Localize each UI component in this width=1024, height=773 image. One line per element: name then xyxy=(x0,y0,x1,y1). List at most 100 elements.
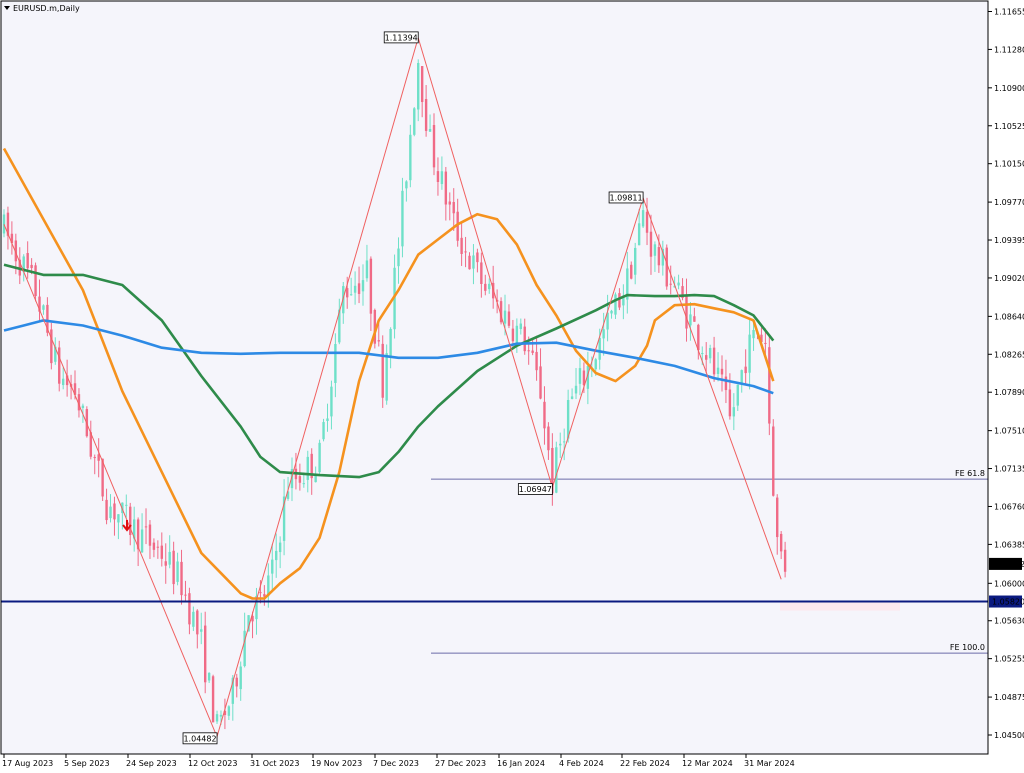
candle-body xyxy=(776,497,779,538)
candle-body xyxy=(30,264,33,269)
y-tick-label: 1.07135 xyxy=(994,465,1024,474)
candle-body xyxy=(278,542,282,553)
candle xyxy=(610,309,613,319)
candle-body xyxy=(192,611,195,627)
candle-body xyxy=(263,594,266,597)
candle xyxy=(586,351,590,405)
candle xyxy=(768,336,771,436)
candle xyxy=(720,355,724,392)
candle xyxy=(736,384,739,412)
candle-body xyxy=(562,441,566,443)
candle xyxy=(689,302,692,341)
candle xyxy=(539,348,542,400)
candle xyxy=(275,533,278,578)
x-tick-label: 12 Mar 2024 xyxy=(682,759,733,768)
candle-body xyxy=(357,283,361,294)
candle xyxy=(760,327,763,343)
candle xyxy=(369,256,373,331)
candle-body xyxy=(551,447,554,494)
moving-average-blue xyxy=(3,319,774,395)
candle-body xyxy=(203,625,207,683)
candle xyxy=(10,221,14,255)
candle-body xyxy=(535,351,538,371)
candle-body xyxy=(634,247,637,275)
candle xyxy=(338,298,341,345)
candle-body xyxy=(570,396,574,399)
x-tick-label: 16 Jan 2024 xyxy=(497,759,545,768)
candle-body xyxy=(42,305,45,310)
candle-body xyxy=(306,456,309,480)
candle xyxy=(555,441,558,494)
candle-body xyxy=(81,405,85,409)
candle xyxy=(661,240,665,276)
candle-body xyxy=(610,310,613,314)
candle xyxy=(50,322,53,370)
candle xyxy=(156,540,160,559)
candle xyxy=(705,342,708,374)
candle-body xyxy=(346,288,349,298)
candle-body xyxy=(97,454,100,461)
candle xyxy=(468,252,471,270)
candle-body xyxy=(499,301,503,323)
candle-body xyxy=(768,347,771,424)
y-tick-label: 1.05630 xyxy=(994,617,1024,626)
candle-body xyxy=(618,293,621,308)
candle-body xyxy=(413,108,416,135)
candle xyxy=(566,389,570,443)
candle xyxy=(559,432,562,458)
candle-body xyxy=(144,526,148,528)
candle-body xyxy=(417,63,420,110)
candle xyxy=(405,180,408,202)
candle-body xyxy=(286,491,290,499)
candle-body xyxy=(772,426,775,496)
candle-body xyxy=(559,443,562,446)
candle-body xyxy=(136,519,140,550)
candle xyxy=(776,494,779,555)
label-box xyxy=(182,732,218,745)
candle-body xyxy=(697,324,700,351)
y-tick-label: 1.09770 xyxy=(994,198,1024,207)
moving-averages-layer xyxy=(2,147,775,600)
label-box xyxy=(608,191,644,204)
candle-body xyxy=(282,496,286,541)
candle xyxy=(444,166,448,221)
candle-body xyxy=(547,426,550,451)
support-price-badge-box xyxy=(989,595,1022,608)
candle xyxy=(381,335,384,408)
candle-body xyxy=(105,499,108,521)
candle xyxy=(779,531,783,560)
y-tick-label: 1.05255 xyxy=(994,655,1024,664)
candle xyxy=(211,674,215,723)
candle-body xyxy=(661,248,665,266)
candle-body xyxy=(432,125,436,168)
price-axis: 1.11655 1.11280 1.10900 1.10525 1.10150 1.097… xyxy=(988,7,1024,740)
candle-body xyxy=(38,296,41,312)
candle xyxy=(318,439,321,477)
candle-body xyxy=(109,506,112,519)
dropdown-triangle-icon[interactable] xyxy=(4,6,10,10)
candle xyxy=(306,450,309,493)
candle-body xyxy=(381,343,384,398)
candle-body xyxy=(409,134,412,181)
candle-body xyxy=(728,389,732,417)
candle-body xyxy=(519,323,522,330)
down-arrow-icon xyxy=(122,520,132,532)
candle-body xyxy=(440,171,444,185)
candle-body xyxy=(531,350,534,353)
candle xyxy=(377,322,380,347)
candle-body xyxy=(480,262,483,284)
candle xyxy=(290,457,294,502)
y-tick-label: 1.10150 xyxy=(994,160,1024,169)
candle-body xyxy=(468,255,471,270)
zigzag-price-label: 1.09811 xyxy=(608,191,644,204)
support-line-layer xyxy=(1,600,988,611)
y-tick-label: 1.07890 xyxy=(994,388,1024,397)
arrow-head xyxy=(122,524,132,532)
current-price-badge-text: 1.06192 xyxy=(992,560,1024,569)
candle xyxy=(58,340,61,392)
candle-body xyxy=(231,677,235,704)
candle xyxy=(282,479,286,556)
candle-body xyxy=(6,212,10,236)
candle-body xyxy=(764,342,767,344)
